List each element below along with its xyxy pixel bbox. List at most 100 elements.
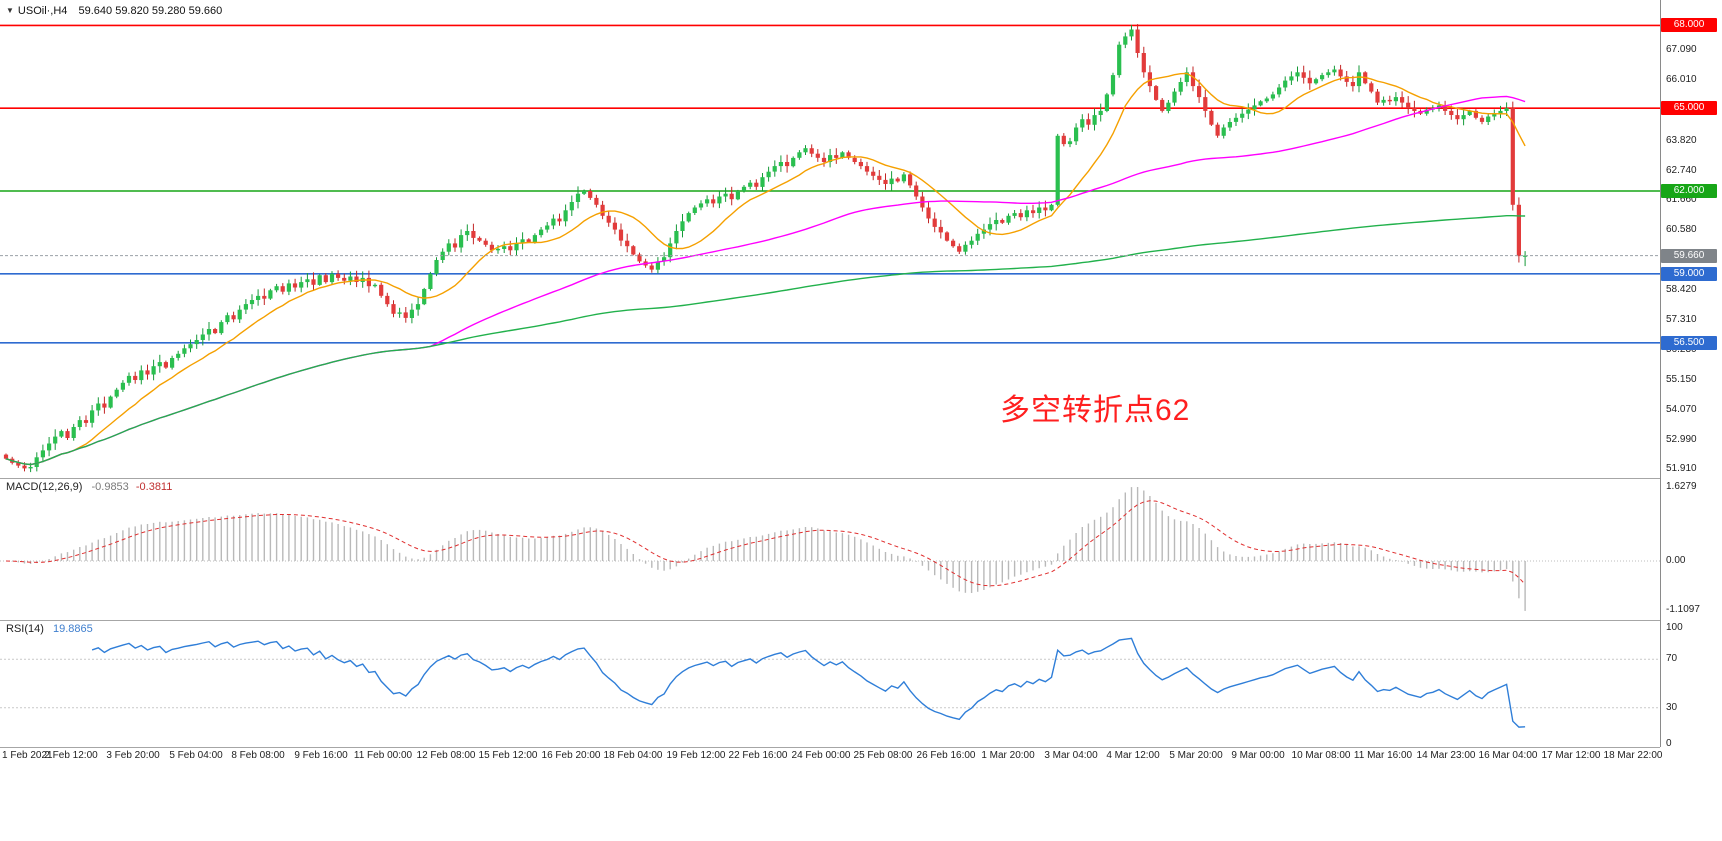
- macd-label: MACD(12,26,9) -0.9853 -0.3811: [6, 481, 172, 493]
- time-axis-label: 12 Feb 08:00: [416, 750, 476, 761]
- candle-body: [1516, 204, 1521, 257]
- price-tick-label: 55.150: [1666, 374, 1697, 385]
- candle-body: [858, 162, 863, 167]
- candle-body: [1209, 110, 1214, 125]
- candle-body: [1350, 82, 1355, 87]
- macd-value: -0.9853: [91, 481, 129, 493]
- ohlc-readout: 59.640 59.820 59.280 59.660: [78, 5, 223, 17]
- candle-body: [1043, 207, 1048, 211]
- candle-body: [151, 366, 156, 375]
- candle-body: [16, 462, 21, 466]
- candle-body: [1172, 91, 1177, 103]
- candle-body: [594, 197, 599, 205]
- candle-body: [575, 193, 581, 202]
- candle-body: [34, 457, 39, 467]
- candle-body: [372, 284, 378, 287]
- price-badge: 65.000: [1661, 101, 1717, 115]
- candle-body: [1178, 82, 1183, 92]
- candle-body: [323, 275, 328, 283]
- candle-body: [225, 315, 230, 323]
- candle-body: [1449, 110, 1454, 115]
- candle-body: [403, 312, 408, 318]
- candle-body: [969, 240, 974, 245]
- time-axis-label: 24 Feb 00:00: [791, 750, 851, 761]
- candle-body: [157, 362, 162, 367]
- candle-body: [397, 312, 402, 314]
- time-axis-label: 18 Mar 22:00: [1603, 750, 1663, 761]
- candle-body: [987, 224, 993, 230]
- rsi-scale-label: 100: [1666, 622, 1683, 633]
- rsi-scale-label: 30: [1666, 702, 1678, 713]
- candle-body: [957, 246, 962, 252]
- price-tick-label: 54.070: [1666, 404, 1697, 415]
- price-tick-label: 63.820: [1666, 135, 1697, 146]
- candle-body: [754, 182, 759, 187]
- time-axis-label: 16 Feb 20:00: [541, 750, 601, 761]
- main-price-chart[interactable]: [0, 0, 1660, 478]
- time-axis-label: 9 Mar 00:00: [1231, 750, 1285, 761]
- candle-body: [502, 246, 507, 249]
- candle-body: [145, 370, 150, 375]
- candle-body: [1504, 108, 1509, 111]
- candle-body: [803, 148, 808, 153]
- candle-body: [1479, 117, 1485, 122]
- candle-body: [477, 237, 482, 241]
- candle-body: [563, 210, 568, 222]
- candle-body: [828, 155, 833, 162]
- candle-body: [1031, 210, 1036, 214]
- candle-body: [778, 162, 783, 167]
- macd-indicator-panel[interactable]: [0, 478, 1660, 620]
- candle-body: [126, 375, 132, 383]
- symbol-dropdown-icon[interactable]: ▼: [6, 6, 14, 15]
- candles-layer: [3, 24, 1528, 473]
- time-axis-label: 15 Feb 12:00: [478, 750, 538, 761]
- candle-body: [1160, 99, 1165, 111]
- candle-body: [170, 358, 175, 368]
- candle-body: [336, 273, 341, 278]
- candle-body: [901, 174, 906, 182]
- candle-body: [797, 152, 802, 158]
- candle-body: [379, 284, 384, 296]
- candle-body: [1092, 115, 1097, 125]
- candle-body: [1412, 108, 1417, 111]
- candle-body: [698, 203, 704, 208]
- pane-separator[interactable]: [0, 478, 1660, 479]
- candle-body: [305, 279, 310, 283]
- candle-body: [668, 243, 673, 258]
- candle-body: [1166, 102, 1171, 111]
- candle-body: [1221, 127, 1226, 136]
- pane-separator[interactable]: [0, 620, 1660, 621]
- candle-body: [1455, 115, 1460, 120]
- price-tick-label: 67.090: [1666, 44, 1697, 55]
- candle-body: [520, 239, 525, 244]
- candle-body: [926, 207, 931, 219]
- candle-body: [3, 454, 9, 459]
- symbol-timeframe-label: USOil·,H4: [17, 5, 68, 17]
- time-axis-label: 16 Mar 04:00: [1478, 750, 1538, 761]
- candle-body: [1246, 109, 1251, 114]
- time-axis-label: 14 Mar 23:00: [1416, 750, 1476, 761]
- time-axis-label: 9 Feb 16:00: [294, 750, 348, 761]
- time-axis-label: 5 Mar 20:00: [1169, 750, 1223, 761]
- macd-scale-min: -1.1097: [1666, 604, 1700, 615]
- candle-body: [877, 175, 882, 180]
- candle-body: [606, 215, 611, 223]
- candle-body: [741, 186, 747, 191]
- rsi-indicator-panel[interactable]: [0, 620, 1660, 747]
- candle-body: [90, 410, 95, 423]
- price-tick-label: 52.990: [1666, 434, 1697, 445]
- candle-body: [951, 240, 956, 247]
- candle-body: [1117, 44, 1122, 76]
- candle-body: [249, 300, 255, 305]
- candle-body: [434, 260, 439, 274]
- time-axis-label: 1 Mar 20:00: [981, 750, 1035, 761]
- candle-body: [1356, 72, 1362, 87]
- candle-body: [1252, 105, 1257, 110]
- candle-body: [729, 193, 734, 200]
- price-axis-divider: [1660, 0, 1661, 747]
- candle-body: [133, 375, 138, 380]
- time-axis-label: 5 Feb 04:00: [169, 750, 223, 761]
- candle-body: [1190, 72, 1196, 87]
- candle-body: [459, 235, 464, 248]
- candle-body: [1486, 116, 1491, 122]
